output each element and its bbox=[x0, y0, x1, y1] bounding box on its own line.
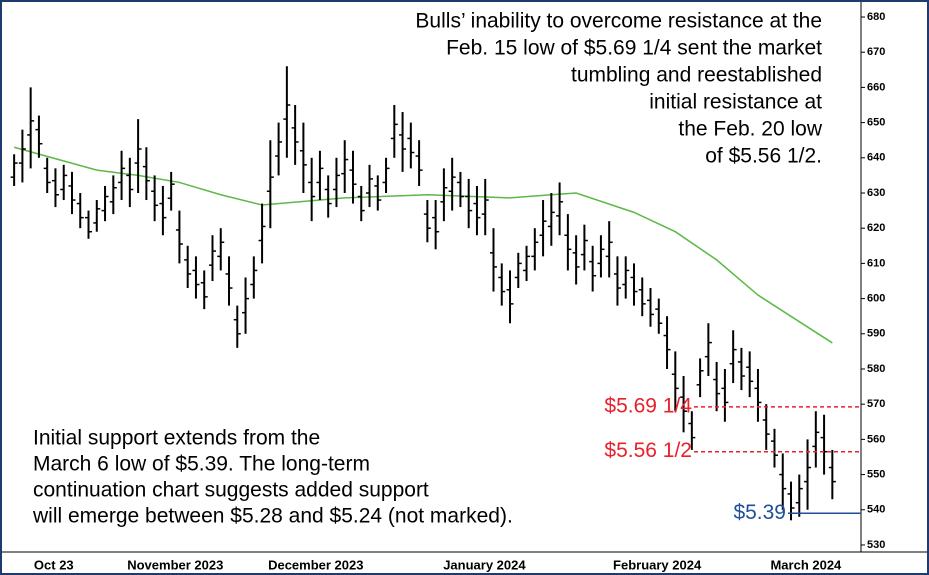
annotation-line: March 6 low of $5.39. The long-term bbox=[33, 453, 370, 476]
x-tick-label: November 2023 bbox=[127, 557, 223, 572]
annotation-line: will emerge between $5.28 and $5.24 (not… bbox=[32, 505, 513, 528]
y-tick-label: 600 bbox=[867, 292, 885, 304]
annotation-line: continuation chart suggests added suppor… bbox=[33, 479, 429, 502]
x-tick-label: March 2024 bbox=[770, 557, 842, 572]
level-label: $5.69 1/4 bbox=[604, 394, 692, 417]
y-tick-label: 540 bbox=[867, 504, 885, 516]
y-tick-label: 670 bbox=[867, 46, 885, 58]
x-tick-label: January 2024 bbox=[443, 557, 526, 572]
y-tick-label: 630 bbox=[867, 187, 885, 199]
y-tick-label: 590 bbox=[867, 328, 885, 340]
annotation-line: of $5.56 1/2. bbox=[705, 145, 822, 168]
annotation-line: Bulls’ inability to overcome resistance … bbox=[415, 10, 822, 33]
y-tick-label: 550 bbox=[867, 468, 885, 480]
annotation-line: Initial support extends from the bbox=[33, 427, 320, 450]
y-tick-label: 560 bbox=[867, 433, 885, 445]
y-tick-label: 660 bbox=[867, 81, 885, 93]
y-tick-label: 530 bbox=[867, 539, 885, 551]
y-tick-label: 610 bbox=[867, 257, 885, 269]
level-label: $5.39 bbox=[733, 501, 786, 524]
y-tick-label: 680 bbox=[867, 11, 885, 23]
level-label: $5.56 1/2 bbox=[604, 439, 692, 462]
y-tick-label: 580 bbox=[867, 363, 885, 375]
y-tick-label: 650 bbox=[867, 117, 885, 129]
annotation-line: Feb. 15 low of $5.69 1/4 sent the market bbox=[446, 37, 822, 60]
y-tick-label: 570 bbox=[867, 398, 885, 410]
y-tick-label: 620 bbox=[867, 222, 885, 234]
y-tick-label: 640 bbox=[867, 152, 885, 164]
annotation-line: initial resistance at bbox=[649, 91, 822, 114]
annotation-line: the Feb. 20 low bbox=[678, 118, 822, 141]
x-tick-label: Oct 23 bbox=[34, 557, 74, 572]
x-tick-label: December 2023 bbox=[268, 557, 363, 572]
annotation-line: tumbling and reestablished bbox=[571, 64, 822, 87]
x-tick-label: February 2024 bbox=[613, 557, 702, 572]
